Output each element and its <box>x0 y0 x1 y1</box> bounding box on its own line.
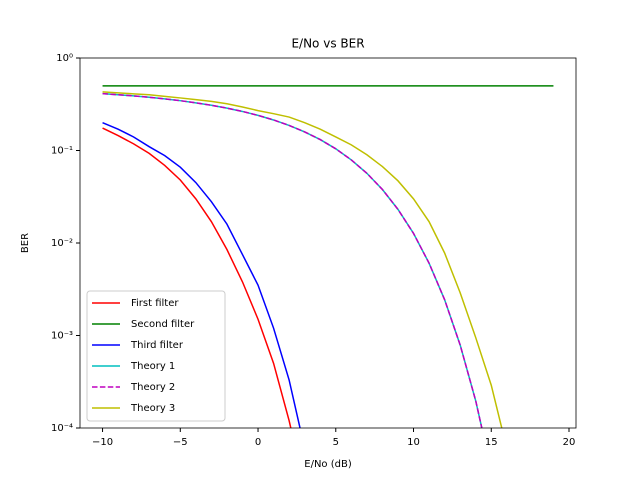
x-tick-label: −10 <box>92 437 113 448</box>
series-line <box>102 127 292 428</box>
x-tick-label: 5 <box>333 437 339 448</box>
legend-label: Second filter <box>131 319 195 330</box>
y-tick-label: 10⁰ <box>56 53 73 64</box>
plot-area <box>102 85 554 428</box>
series-line <box>102 121 301 428</box>
legend-label: Theory 1 <box>130 361 175 372</box>
series-line <box>102 92 483 428</box>
y-tick-label: 10⁻³ <box>51 331 73 342</box>
series-line <box>102 91 503 428</box>
series-line <box>102 92 483 428</box>
plot-frame <box>79 57 577 429</box>
x-axis-label: E/No (dB) <box>304 459 352 470</box>
legend-box <box>86 290 226 422</box>
x-tick-label: 10 <box>407 437 420 448</box>
x-tick-label: 0 <box>255 437 261 448</box>
x-tick-label: 20 <box>563 437 576 448</box>
y-tick-label: 10⁻⁴ <box>51 423 73 434</box>
chart-title: E/No vs BER <box>291 37 364 51</box>
x-tick-label: −5 <box>173 437 188 448</box>
legend-label: Theory 2 <box>130 382 175 393</box>
y-tick-label: 10⁻¹ <box>51 146 73 157</box>
legend-label: Theory 3 <box>130 403 175 414</box>
y-tick-label: 10⁻² <box>51 238 73 249</box>
x-tick-label: 15 <box>485 437 498 448</box>
legend-label: First filter <box>131 298 179 309</box>
y-axis-label: BER <box>20 233 31 253</box>
legend-label: Third filter <box>130 340 184 351</box>
